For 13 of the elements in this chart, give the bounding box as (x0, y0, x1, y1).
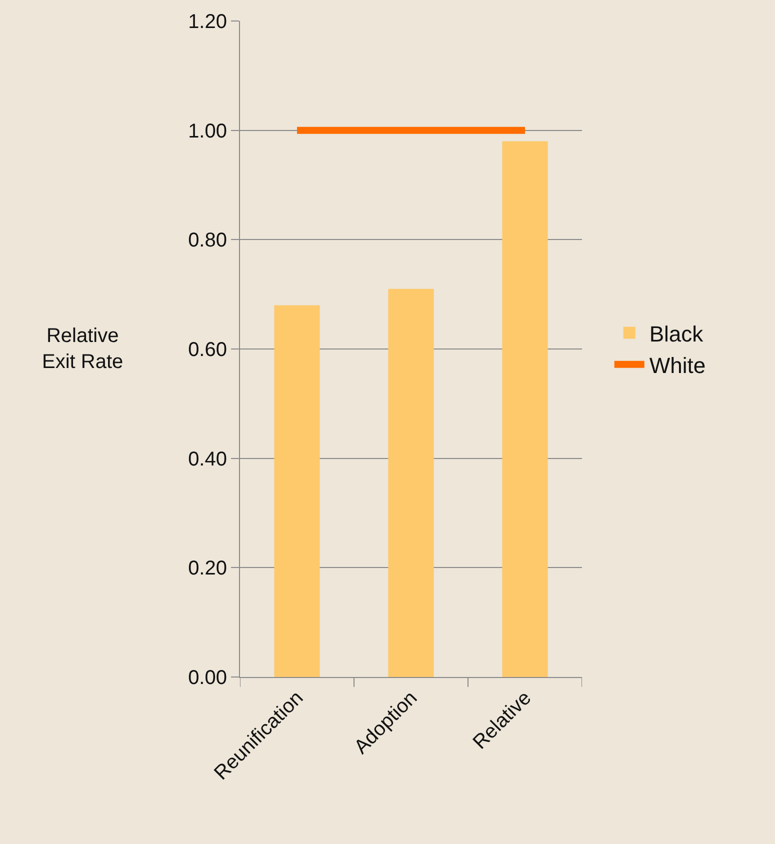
y-tick-label: 0.80 (188, 230, 227, 252)
bar (502, 141, 548, 677)
y-axis-title: Relative Exit Rate (42, 325, 124, 373)
y-tick-label: 1.20 (188, 11, 227, 33)
y-tick-label: 0.60 (188, 339, 227, 361)
y-tick-label: 0.40 (188, 448, 227, 470)
y-tick-label: 1.00 (188, 120, 227, 142)
legend-label: Black (649, 321, 704, 346)
legend-label: White (649, 352, 706, 378)
y-tick-label: 0.00 (188, 667, 227, 689)
bar (388, 288, 434, 677)
y-tick-label: 0.20 (188, 558, 227, 580)
bar (274, 305, 320, 677)
